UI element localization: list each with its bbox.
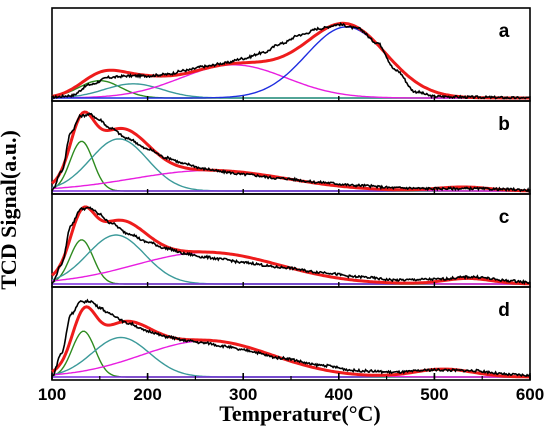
fit-envelope [51,205,530,286]
panel-label: a [499,21,510,42]
panel-frame [51,7,531,102]
panel-label: c [499,207,510,228]
panel-a: a [51,7,531,102]
x-tick-label: 300 [229,385,257,404]
fit-component-2 [51,138,530,192]
experimental-trace [51,22,531,100]
fit-component-1 [51,140,530,192]
panel-d: d [51,286,531,381]
y-axis-title: TCD Signal(a.u.) [0,130,21,290]
experimental-trace [51,298,531,378]
panels-layer: a b c d [50,7,531,381]
x-tick-label: 600 [516,385,544,404]
panel-b: b [50,100,531,195]
panel-frame [51,286,531,381]
x-axis-title: Temperature(°C) [219,401,381,426]
panel-label: d [498,300,510,321]
panel-frame [51,193,531,288]
x-tick-label: 500 [420,385,448,404]
fit-component-4 [52,26,530,99]
x-tick-label: 200 [133,385,161,404]
experimental-trace [51,206,531,285]
panel-label: b [498,114,510,135]
x-axis: 100 200 300 400 500 600 [38,373,544,404]
panel-c: c [51,193,531,288]
fit-envelope [51,305,530,379]
experimental-trace [51,112,531,194]
x-tick-label: 400 [325,385,353,404]
x-tick-label: 100 [38,385,66,404]
fit-envelope [51,21,530,100]
